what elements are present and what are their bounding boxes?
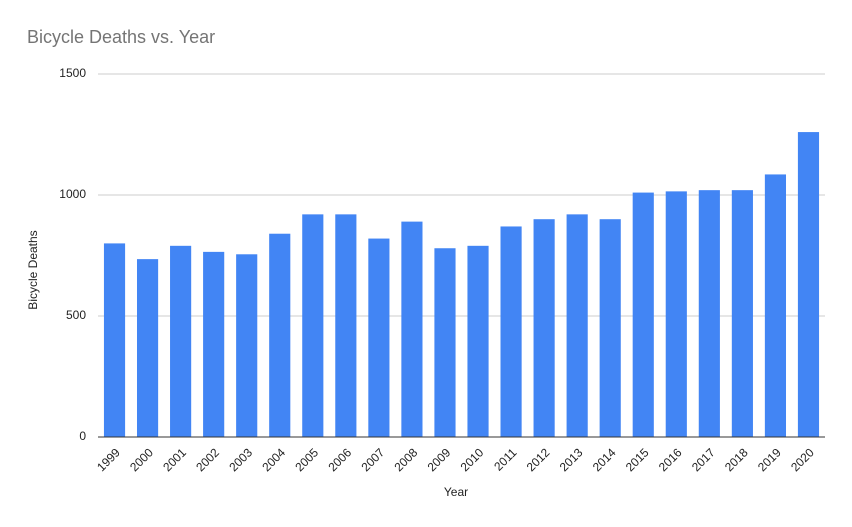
bar: [764, 174, 787, 437]
bar: [368, 238, 390, 437]
bar: [566, 214, 588, 437]
bar: [731, 190, 753, 437]
chart-title: Bicycle Deaths vs. Year: [27, 27, 215, 47]
y-tick-label: 1000: [59, 187, 86, 201]
bar: [236, 254, 258, 437]
y-tick-label: 500: [66, 308, 86, 322]
bar: [797, 132, 820, 437]
bar: [665, 191, 687, 437]
x-axis-label: Year: [444, 485, 468, 499]
bar: [599, 219, 621, 437]
bar: [401, 221, 423, 437]
bar: [136, 259, 159, 437]
y-tick-label: 0: [79, 429, 86, 443]
bar: [533, 219, 555, 437]
bar: [467, 245, 489, 437]
bar: [698, 190, 720, 437]
bar: [203, 251, 225, 437]
bar: [170, 245, 192, 437]
bar: [434, 248, 456, 437]
bar: [103, 243, 126, 437]
bar: [269, 233, 291, 437]
y-axis-label: Bicycle Deaths: [26, 230, 40, 309]
bar: [335, 214, 357, 437]
bar: [302, 214, 324, 437]
bar: [500, 226, 522, 437]
y-tick-label: 1500: [59, 66, 86, 80]
bar: [632, 192, 654, 437]
